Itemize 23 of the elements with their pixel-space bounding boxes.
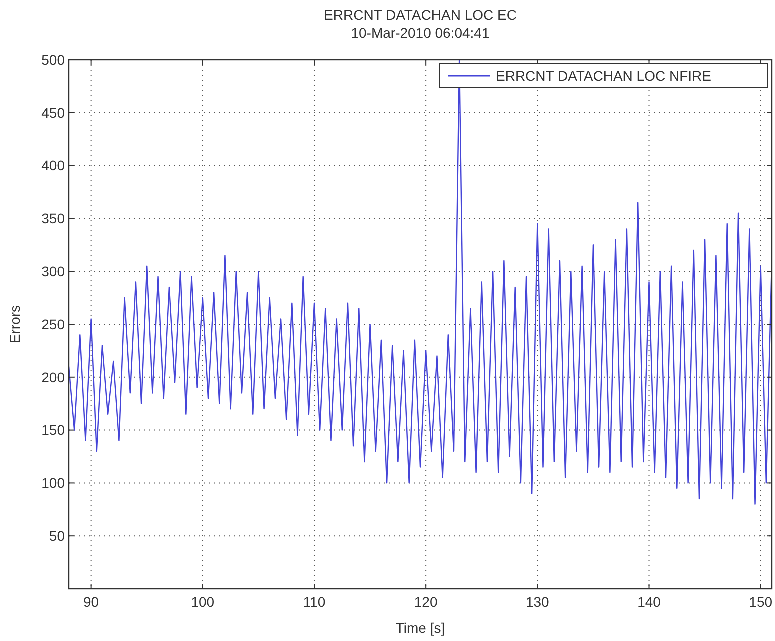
y-tick-label: 150 <box>42 422 66 438</box>
x-tick-label: 90 <box>84 594 100 610</box>
x-tick-label: 150 <box>749 594 773 610</box>
chart-title: ERRCNT DATACHAN LOC EC <box>324 7 517 23</box>
chart-subtitle: 10-Mar-2010 06:04:41 <box>351 25 490 41</box>
y-axis-title: Errors <box>7 305 23 344</box>
line-series <box>69 60 772 505</box>
legend-label: ERRCNT DATACHAN LOC NFIRE <box>496 68 712 84</box>
y-tick-label: 450 <box>42 104 66 121</box>
y-tick-label: 400 <box>42 158 66 174</box>
x-tick-label: 120 <box>414 594 438 610</box>
x-tick-label: 110 <box>303 594 326 610</box>
y-tick-label: 200 <box>42 369 66 386</box>
y-tick-label: 100 <box>42 475 66 492</box>
y-tick-label: 250 <box>42 316 66 332</box>
y-tick-label: 350 <box>42 210 66 227</box>
y-tick-label: 50 <box>49 528 66 544</box>
y-tick-label: 500 <box>42 52 66 68</box>
x-axis-title: Time [s] <box>396 620 446 636</box>
x-tick-label: 100 <box>191 594 215 610</box>
y-tick-label: 300 <box>42 264 66 280</box>
x-tick-label: 130 <box>526 594 550 610</box>
x-tick-label: 140 <box>638 594 662 610</box>
